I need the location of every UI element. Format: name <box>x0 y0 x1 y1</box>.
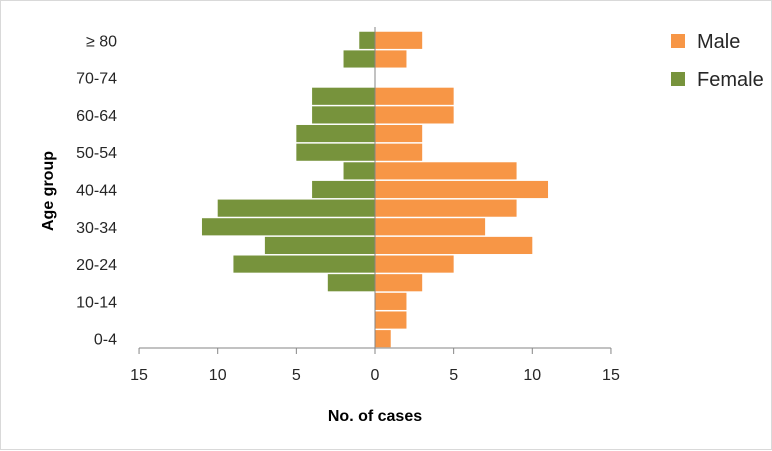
y-tick-label: ≥ 80 <box>86 33 117 50</box>
x-tick-label: 10 <box>523 367 541 384</box>
bar-male-7 <box>375 199 517 217</box>
bar-male-9 <box>375 162 517 180</box>
bar-male-2 <box>375 292 407 310</box>
y-tick-label: 10-14 <box>76 294 117 311</box>
bar-male-6 <box>375 218 486 236</box>
y-axis-title: Age group <box>40 151 57 231</box>
bar-female-6 <box>201 218 375 236</box>
bar-male-16 <box>375 31 423 49</box>
bar-female-8 <box>312 180 375 199</box>
legend-label-female: Female <box>697 69 764 91</box>
bar-female-9 <box>343 162 375 180</box>
bar-female-3 <box>327 274 375 292</box>
bar-male-0 <box>375 330 391 348</box>
bar-male-5 <box>375 236 533 255</box>
y-tick-label: 70-74 <box>76 71 117 88</box>
x-tick-label: 10 <box>209 367 227 384</box>
y-tick-label: 30-34 <box>76 220 117 237</box>
x-tick-label: 5 <box>449 367 458 384</box>
x-tick-label: 5 <box>292 367 301 384</box>
bar-female-5 <box>264 236 375 255</box>
bar-male-15 <box>375 50 407 68</box>
bar-female-12 <box>312 106 375 124</box>
bar-male-12 <box>375 106 454 124</box>
bar-female-15 <box>343 50 375 68</box>
bar-male-8 <box>375 180 549 199</box>
legend-label-male: Male <box>697 31 740 53</box>
y-tick-label: 40-44 <box>76 183 117 200</box>
bar-female-11 <box>296 124 375 143</box>
axes-layer <box>138 27 612 354</box>
x-tick-label: 15 <box>602 367 620 384</box>
bars-layer <box>201 31 549 348</box>
labels-layer: 15 10 5 0 5 10 15 0-4 10-14 20-24 30-34 40-44 50-54 6… <box>76 33 620 384</box>
y-tick-label: 0-4 <box>94 332 117 349</box>
legend-swatch-male <box>671 34 685 48</box>
x-axis-title: No. of cases <box>328 408 422 425</box>
x-tick-label: 0 <box>371 367 380 384</box>
bar-male-4 <box>375 255 454 273</box>
bar-female-10 <box>296 143 375 161</box>
bar-male-1 <box>375 311 407 329</box>
y-tick-label: 50-54 <box>76 145 117 162</box>
x-tick-label: 15 <box>130 367 148 384</box>
bar-male-10 <box>375 143 423 161</box>
bar-female-13 <box>312 87 375 105</box>
bar-male-11 <box>375 124 423 143</box>
bar-male-3 <box>375 274 423 292</box>
y-tick-label: 60-64 <box>76 108 117 125</box>
bar-female-4 <box>233 255 375 273</box>
legend: Male Female <box>671 31 764 91</box>
bar-female-16 <box>359 31 375 49</box>
legend-swatch-female <box>671 72 685 86</box>
bar-male-13 <box>375 87 454 105</box>
bar-female-7 <box>217 199 375 217</box>
y-tick-label: 20-24 <box>76 257 117 274</box>
